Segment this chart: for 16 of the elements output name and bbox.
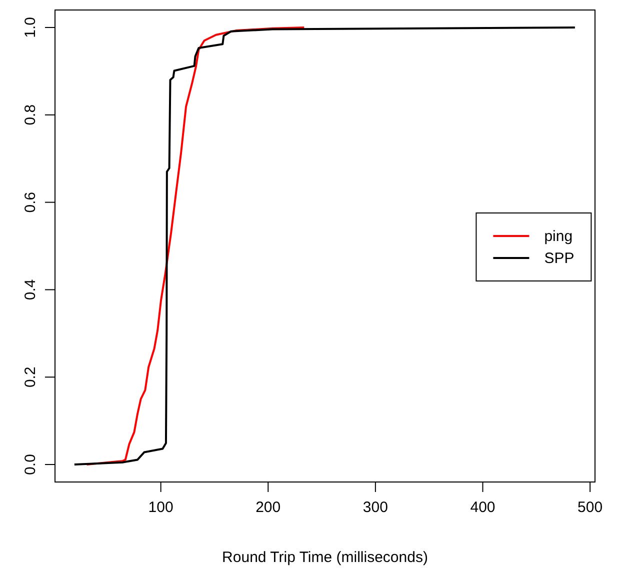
line-series [73, 26, 576, 466]
y-tick-label: 0.0 [22, 454, 39, 475]
y-tick-label: 0.8 [22, 104, 39, 126]
legend-label: SPP [544, 250, 574, 267]
y-tick-label: 0.4 [22, 279, 39, 300]
x-tick-label: 500 [578, 499, 603, 516]
y-tick-label: 0.6 [22, 192, 39, 213]
x-tick-label: 100 [148, 499, 174, 516]
line-series [86, 26, 306, 466]
y-tick-label: 1.0 [22, 17, 39, 38]
x-tick-label: 200 [256, 499, 281, 516]
x-tick-label: 400 [470, 499, 496, 516]
x-axis-title: Round Trip Time (milliseconds) [222, 549, 428, 566]
legend-label: ping [544, 228, 573, 245]
y-tick-label: 0.2 [22, 366, 39, 388]
x-tick-label: 300 [362, 499, 388, 516]
